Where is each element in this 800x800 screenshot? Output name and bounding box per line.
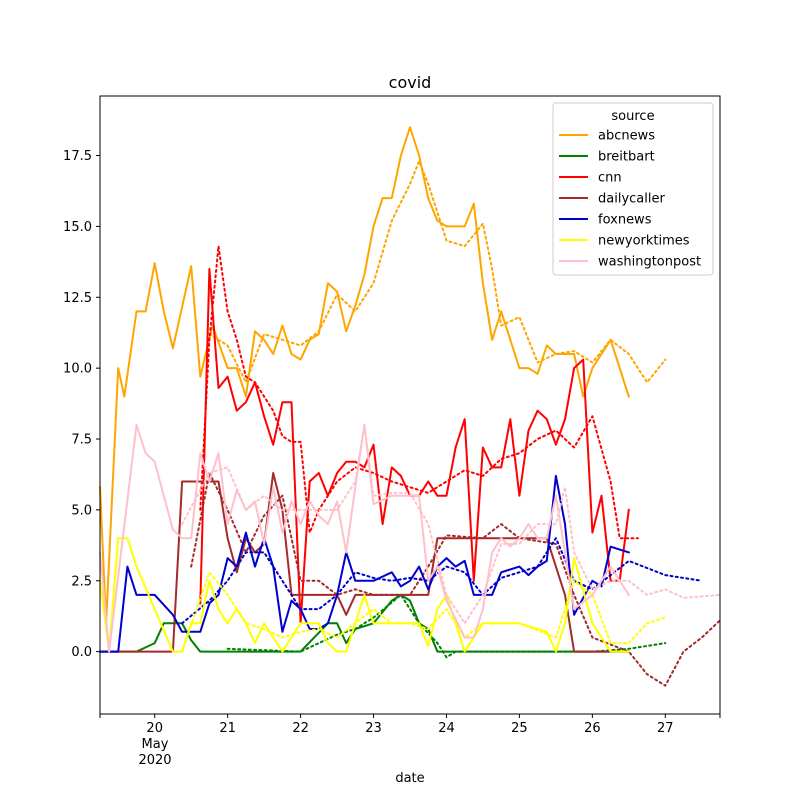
chart-title: covid: [389, 73, 432, 92]
legend-label-washingtonpost: washingtonpost: [598, 255, 701, 270]
legend-label-cnn: cnn: [598, 171, 622, 186]
x-tick-label: 20: [146, 721, 163, 736]
legend-title: source: [611, 109, 654, 124]
series-line-washingtonpost-dotted: [181, 423, 721, 625]
x-tick-label: 27: [657, 721, 674, 736]
y-tick-label: 10.0: [63, 362, 92, 377]
x-tick-label: 25: [511, 721, 528, 736]
series-line-foxnews-dotted: [181, 537, 703, 625]
series-line-foxnews: [99, 474, 631, 653]
series-line-abcnews-dotted: [208, 160, 667, 384]
x-tick-label: 21: [219, 721, 236, 736]
legend-frame: [552, 102, 714, 276]
legend-label-newyorktimes: newyorktimes: [598, 234, 690, 249]
series-line-cnn-dotted: [199, 245, 639, 540]
x-tick-label: 23: [365, 721, 382, 736]
y-tick-label: 15.0: [63, 220, 92, 235]
legend-label-breitbart: breitbart: [598, 150, 655, 165]
plot-frame: [99, 95, 721, 715]
y-tick-label: 17.5: [63, 149, 92, 164]
legend-items: abcnews breitbart cnn dailycaller foxnews new…: [559, 129, 701, 270]
legend: source abcnews breitbart cnn dailycaller fox…: [552, 102, 714, 276]
x-axis: 20 21 22 23 24 25 26 27: [99, 714, 721, 736]
legend-label-dailycaller: dailycaller: [598, 192, 665, 207]
series-line-newyorktimes: [98, 537, 630, 653]
legend-label-foxnews: foxnews: [598, 213, 652, 228]
x-axis-label: date: [395, 771, 424, 786]
y-tick-label: 7.5: [71, 433, 92, 448]
y-tick-label: 12.5: [63, 291, 92, 306]
legend-label-abcnews: abcnews: [598, 129, 655, 144]
series-layer: [98, 126, 721, 687]
x-tick-label: 24: [438, 721, 455, 736]
y-tick-label: 0.0: [71, 645, 92, 660]
series-line-abcnews: [98, 126, 631, 625]
series-line-washingtonpost: [98, 423, 631, 653]
y-tick-label: 2.5: [71, 574, 92, 589]
y-axis: 0.0 2.5 5.0 7.5 10.0 12.5 15.0 17.5: [63, 149, 100, 660]
y-tick-label: 5.0: [71, 503, 92, 518]
x-axis-sublabel-year: 2020: [138, 753, 171, 768]
series-line-dailycaller: [99, 472, 630, 653]
x-tick-label: 22: [292, 721, 309, 736]
x-tick-label: 26: [584, 721, 601, 736]
x-axis-sublabel-month: May: [142, 737, 169, 752]
